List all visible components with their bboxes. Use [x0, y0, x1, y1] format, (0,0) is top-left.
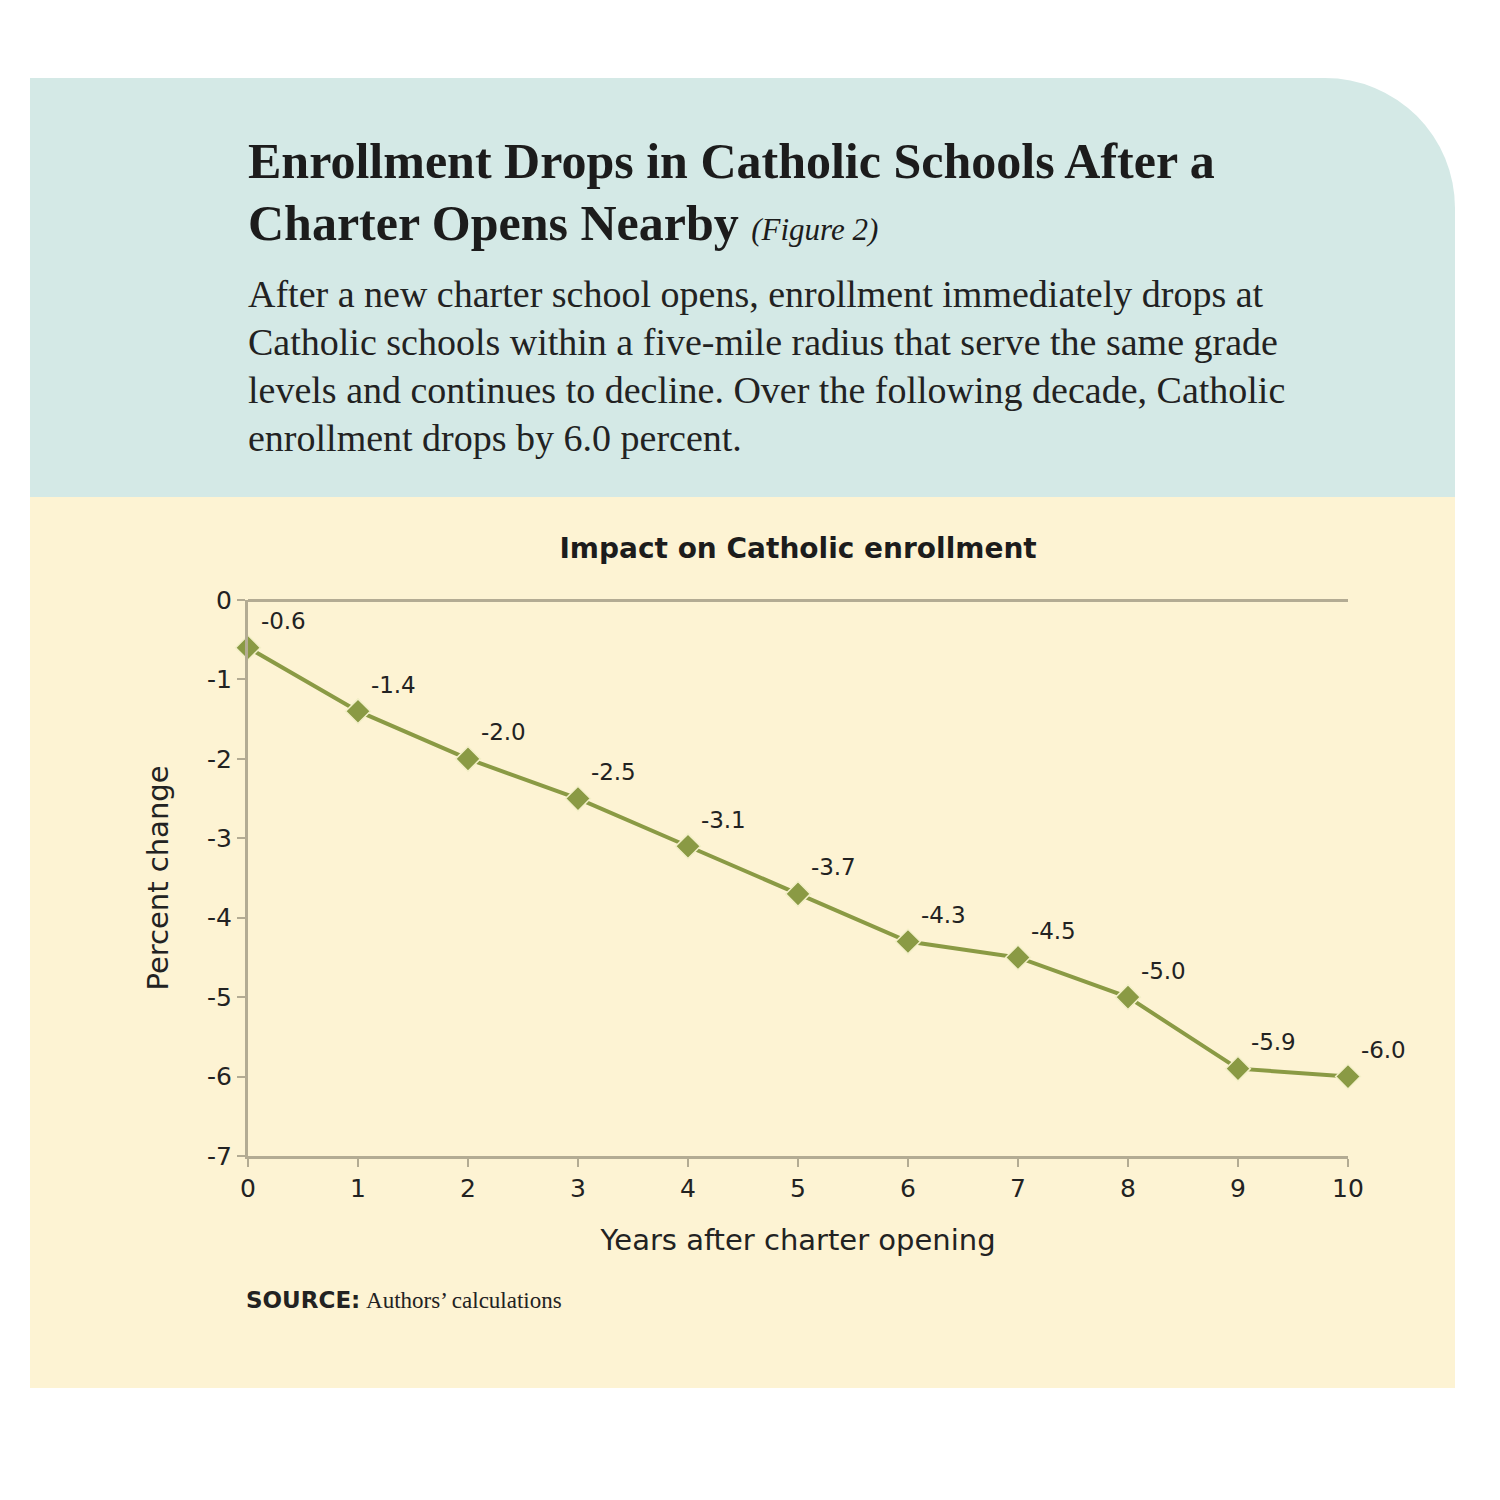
svg-text:-4.3: -4.3	[921, 902, 966, 928]
svg-text:1: 1	[350, 1174, 366, 1203]
svg-text:0: 0	[240, 1174, 256, 1203]
svg-text:-1.4: -1.4	[371, 672, 416, 698]
html-text:Enrollment Drops in Catholic S: Enrollment Drops in Catholic Schools Aft…	[248, 133, 1215, 251]
svg-text:-7: -7	[207, 1142, 232, 1171]
svg-text:4: 4	[680, 1174, 696, 1203]
svg-text:-6.0: -6.0	[1361, 1037, 1406, 1063]
svg-text:Impact on Catholic enrollment: Impact on Catholic enrollment	[559, 532, 1036, 565]
svg-text:-5.0: -5.0	[1141, 958, 1186, 984]
svg-text:-5: -5	[207, 983, 232, 1012]
svg-text:-3.1: -3.1	[701, 807, 746, 833]
svg-text:9: 9	[1230, 1174, 1246, 1203]
svg-text:-4.5: -4.5	[1031, 918, 1076, 944]
svg-text:2: 2	[460, 1174, 476, 1203]
svg-text:3: 3	[570, 1174, 586, 1203]
svg-text:7: 7	[1010, 1174, 1026, 1203]
svg-text:Years after charter opening: Years after charter opening	[599, 1223, 995, 1257]
svg-text:5: 5	[790, 1174, 806, 1203]
svg-text:-3.7: -3.7	[811, 854, 856, 880]
svg-text:-0.6: -0.6	[261, 608, 306, 634]
svg-text:-6: -6	[207, 1062, 232, 1091]
svg-text:-1: -1	[207, 665, 232, 694]
html-text:After a new charter school ope: After a new charter school opens, enroll…	[248, 273, 1286, 459]
svg-text:6: 6	[900, 1174, 916, 1203]
svg-text:-5.9: -5.9	[1251, 1029, 1296, 1055]
svg-text:8: 8	[1120, 1174, 1136, 1203]
svg-text:-4: -4	[207, 903, 232, 932]
svg-text:-2.0: -2.0	[481, 719, 526, 745]
svg-text:Percent change: Percent change	[141, 765, 175, 990]
svg-text:-2: -2	[207, 745, 232, 774]
svg-text:-2.5: -2.5	[591, 759, 636, 785]
svg-text:-3: -3	[207, 824, 232, 853]
html-text:SOURCE: Authors’ calculations: SOURCE: Authors’ calculations	[246, 1287, 562, 1313]
svg-text:10: 10	[1332, 1174, 1364, 1203]
svg-text:0: 0	[216, 586, 232, 615]
